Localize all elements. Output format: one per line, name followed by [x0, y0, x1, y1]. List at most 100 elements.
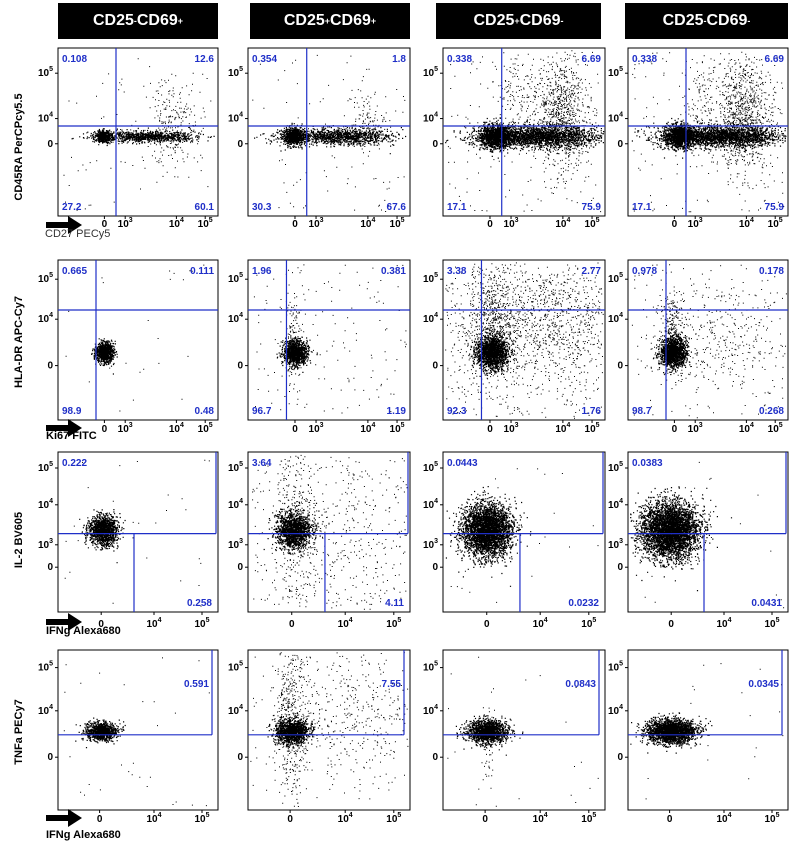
- plot-panel: 0 104 105 0 103 104 105 0.354 1.8 30.3 67.6: [228, 47, 411, 230]
- event-dot-cloud: [445, 262, 604, 419]
- gate-value-upper: 0.222: [62, 458, 87, 469]
- quadrant-value-top-left: 0.354: [252, 54, 277, 65]
- y-tick-label: 104: [423, 498, 438, 511]
- y-tick-label: 105: [608, 461, 623, 474]
- plot-frame: [57, 649, 219, 811]
- plot-frame: [57, 451, 219, 613]
- y-tick-label: 0: [47, 139, 53, 150]
- y-tick-label: 105: [38, 461, 53, 474]
- plot-panel: 0 104 105 0 103 104 105 0.338 6.69 17.1 75.9: [608, 47, 789, 230]
- event-dots: [65, 264, 205, 412]
- y-tick-label: 104: [608, 112, 623, 125]
- x-tick-label: 105: [194, 617, 209, 630]
- quadrant-value-bottom-left: 98.7: [632, 406, 652, 417]
- event-dot-cloud: [63, 657, 210, 807]
- plot-frame: [247, 47, 411, 217]
- x-tick-label: 103: [504, 217, 519, 230]
- plot-panel: 0 104 105 0 103 104 105 1.96 0.381 96.7 1.19: [228, 259, 411, 435]
- x-tick-label: 104: [533, 812, 548, 825]
- quadrant-value-bottom-left: 98.9: [62, 406, 82, 417]
- x-axis-label: Ki67 FITC: [46, 430, 97, 442]
- gate-value: 0.0843: [565, 679, 596, 690]
- quadrant-value-top-right: 2.77: [582, 266, 602, 277]
- x-tick-label: 103: [688, 422, 703, 435]
- x-tick-label: 0: [482, 814, 488, 825]
- event-dot-cloud: [252, 54, 407, 213]
- plot-frame: [247, 451, 411, 613]
- y-tick-label: 0: [237, 562, 243, 573]
- y-tick-label: 0: [237, 139, 243, 150]
- x-tick-label: 104: [555, 217, 570, 230]
- quadrant-value-top-left: 0.338: [632, 54, 657, 65]
- x-tick-label: 105: [764, 812, 779, 825]
- x-tick-label: 104: [739, 217, 754, 230]
- x-tick-label: 104: [146, 617, 161, 630]
- quadrant-value-top-right: 0.178: [759, 266, 784, 277]
- plot-frame: [627, 451, 789, 613]
- x-tick-label: 103: [118, 217, 133, 230]
- y-tick-label: 104: [228, 704, 243, 717]
- x-tick-label: 105: [390, 217, 405, 230]
- x-tick-label: 0: [487, 424, 493, 435]
- event-dot-cloud: [250, 652, 409, 807]
- y-tick-label: 104: [423, 704, 438, 717]
- event-dots: [252, 454, 408, 611]
- x-tick-label: 105: [768, 217, 783, 230]
- quadrant-value-bottom-left: 17.1: [632, 202, 652, 213]
- y-tick-label: 105: [228, 272, 243, 285]
- y-tick-label: 103: [38, 538, 53, 551]
- y-tick-label: 105: [608, 66, 623, 79]
- quadrant-value-top-right: 0.111: [190, 266, 214, 277]
- plot-panel: 0 104 105 0 103 104 105 0.338 6.69 17.1 75.9: [423, 47, 606, 230]
- plot-panel: 0 103 104 105 0 104 105 0.222 0.258: [38, 451, 219, 630]
- y-tick-label: 104: [38, 312, 53, 325]
- axis-arrow: [46, 216, 82, 234]
- event-dots: [630, 663, 784, 800]
- x-tick-label: 0: [668, 619, 674, 630]
- x-tick-label: 103: [309, 422, 324, 435]
- column-header: CD25- CD69 +: [58, 3, 218, 39]
- event-dot-cloud: [253, 264, 407, 414]
- y-tick-label: 104: [608, 704, 623, 717]
- event-dot-cloud: [631, 51, 787, 213]
- y-tick-label: 104: [38, 112, 53, 125]
- gate-value: 0.591: [184, 679, 209, 690]
- axis-arrow: [46, 809, 82, 827]
- y-tick-label: 105: [608, 661, 623, 674]
- y-tick-label: 0: [432, 139, 438, 150]
- y-tick-label: 105: [228, 66, 243, 79]
- plot-panel: 0 104 105 0 104 105 7.55: [228, 649, 411, 825]
- plot-panel: 0 104 105 0 103 104 105 0.108 12.6 27.2 60.1: [38, 47, 219, 230]
- y-tick-label: 103: [608, 538, 623, 551]
- x-axis-label: IFNg Alexa680: [46, 625, 121, 637]
- x-tick-label: 105: [386, 617, 401, 630]
- gate-value-upper: 0.0383: [632, 458, 663, 469]
- quadrant-value-top-right: 6.69: [765, 54, 785, 65]
- x-tick-label: 105: [585, 422, 600, 435]
- event-dots: [445, 50, 605, 213]
- event-dot-cloud: [445, 50, 605, 213]
- x-tick-label: 104: [555, 422, 570, 435]
- event-dot-cloud: [63, 58, 215, 211]
- event-dots: [445, 459, 599, 603]
- event-dot-cloud: [252, 454, 408, 611]
- quadrant-value-bottom-left: 30.3: [252, 202, 272, 213]
- x-axis-label: CD27 PECy5: [45, 228, 110, 240]
- y-tick-label: 104: [228, 112, 243, 125]
- column-header: CD25 + CD69 +: [250, 3, 410, 39]
- quadrant-value-bottom-right: 67.6: [387, 202, 407, 213]
- quadrant-value-top-right: 0.381: [381, 266, 406, 277]
- x-tick-label: 105: [386, 812, 401, 825]
- plot-panel: 0 103 104 105 0 104 105 0.0443 0.0232: [423, 451, 606, 630]
- x-axis-label: IFNg Alexa680: [46, 829, 121, 841]
- y-tick-label: 0: [617, 562, 623, 573]
- event-dots: [445, 262, 604, 419]
- plot-panel: 0 104 105 0 103 104 105 0.978 0.178 98.7 0.268: [608, 259, 789, 435]
- y-tick-label: 0: [47, 361, 53, 372]
- event-dot-cloud: [65, 264, 205, 412]
- quadrant-value-top-right: 1.8: [392, 54, 406, 65]
- event-dots: [253, 264, 407, 414]
- plot-frame: [57, 47, 219, 217]
- event-dots: [630, 461, 785, 609]
- x-tick-label: 0: [97, 814, 103, 825]
